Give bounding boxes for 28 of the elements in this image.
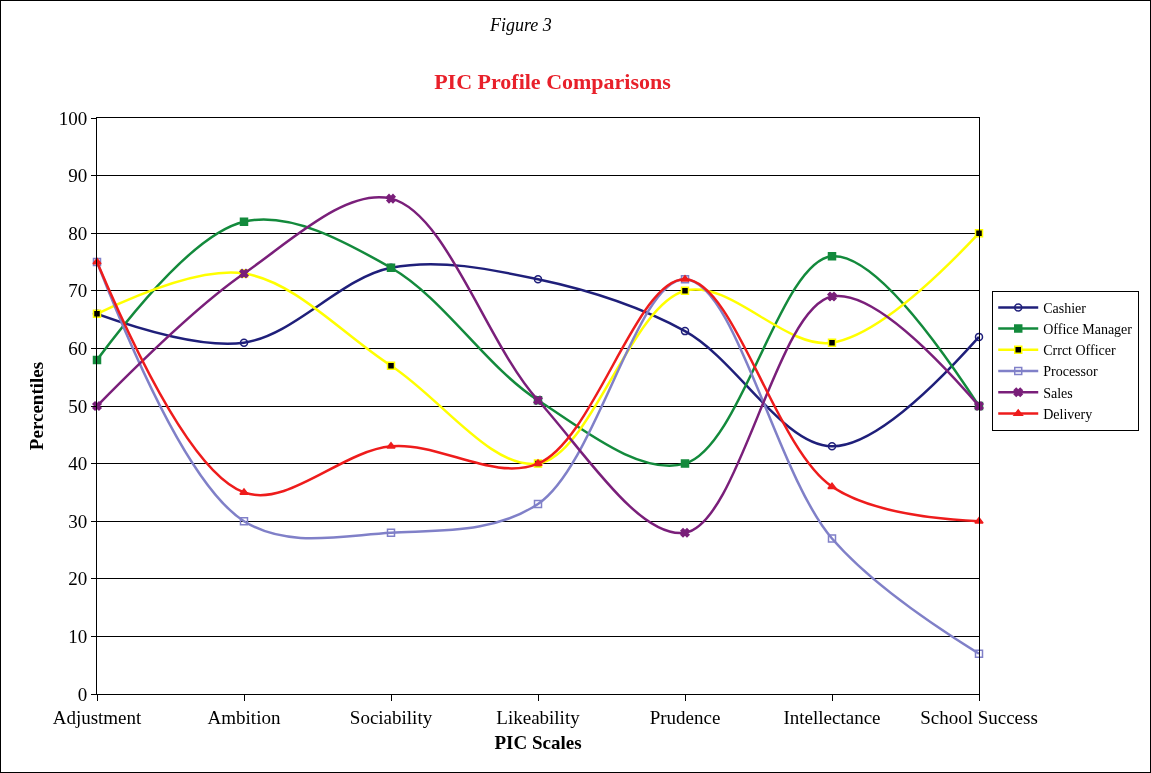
y-tick-label: 10	[68, 626, 88, 648]
legend-label: Crrct Officer	[1043, 343, 1116, 359]
y-tick-label: 90	[68, 165, 88, 187]
x-tick-label: Adjustment	[52, 706, 143, 728]
x-tick-label: Prudence	[649, 706, 721, 728]
legend-label: Delivery	[1043, 406, 1093, 422]
legend-label: Cashier	[1043, 300, 1087, 316]
x-tick-label: Sociability	[349, 706, 433, 728]
x-tick-label: Likeability	[496, 706, 581, 728]
legend-label: Sales	[1043, 385, 1073, 401]
legend-label: Office Manager	[1043, 322, 1133, 338]
chart-title: PIC Profile Comparisons	[434, 68, 672, 94]
y-tick-label: 50	[68, 395, 88, 417]
x-tick-label: Ambition	[207, 706, 281, 728]
x-tick-label: School Success	[920, 706, 1038, 728]
y-tick-label: 100	[58, 107, 88, 129]
y-axis-title: Percentiles	[25, 361, 47, 451]
legend-label: Processor	[1043, 364, 1098, 380]
x-tick-label: Intellectance	[783, 706, 881, 728]
y-tick-label: 0	[77, 683, 88, 705]
y-tick-label: 60	[68, 338, 88, 360]
y-tick-label: 30	[68, 510, 88, 532]
y-tick-label: 80	[68, 222, 88, 244]
y-tick-label: 70	[68, 280, 88, 302]
chart-subtitle: Figure 3	[489, 15, 552, 35]
y-tick-label: 20	[68, 568, 88, 590]
x-axis-title: PIC Scales	[494, 731, 582, 753]
y-tick-label: 40	[68, 453, 88, 475]
